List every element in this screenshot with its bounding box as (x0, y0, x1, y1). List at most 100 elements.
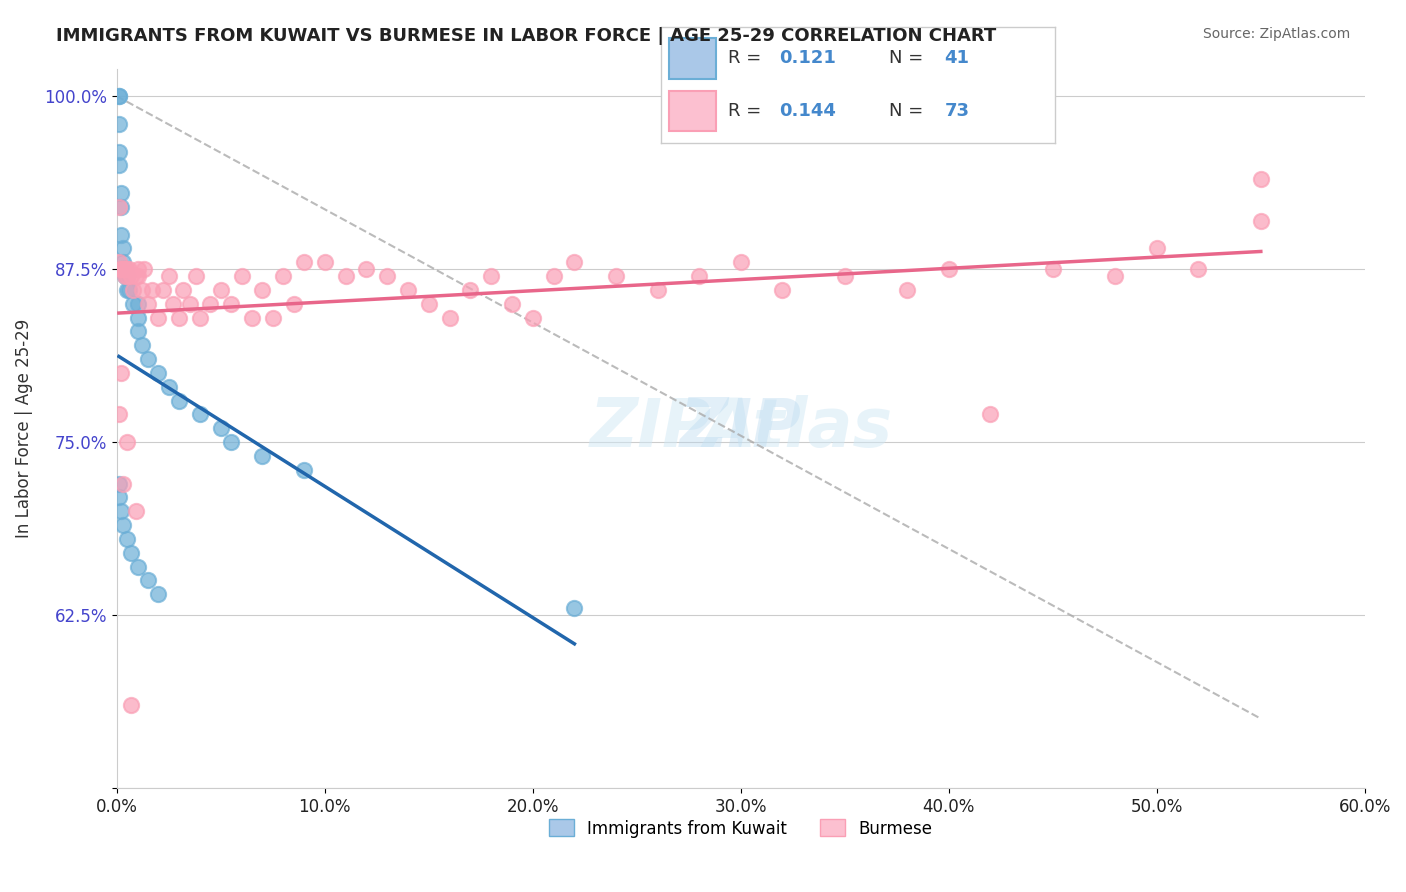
Point (184, 268, 207, 283)
Point (834, 268, 856, 283)
Point (1250, 172, 1272, 186)
Point (167, 310, 190, 325)
Point (647, 283, 669, 297)
Point (108, 476, 131, 491)
Point (120, 698, 142, 712)
Point (136, 351, 159, 366)
Point (110, 262, 132, 277)
Point (375, 268, 398, 283)
Point (418, 296, 440, 310)
Point (172, 283, 194, 297)
Point (219, 435, 242, 450)
Point (112, 241, 135, 255)
Point (122, 283, 145, 297)
Point (522, 310, 544, 325)
Point (108, 145, 131, 159)
Point (127, 559, 149, 574)
Bar (669, 38, 716, 79)
Point (152, 283, 174, 297)
Point (115, 283, 138, 297)
Point (188, 310, 211, 325)
Point (124, 504, 146, 518)
Point (115, 262, 138, 277)
Point (730, 255, 752, 269)
Point (118, 283, 141, 297)
Point (396, 283, 419, 297)
Point (271, 268, 294, 283)
Point (356, 262, 378, 277)
Point (231, 268, 253, 283)
Point (148, 366, 170, 380)
Point (112, 518, 135, 533)
Point (120, 268, 142, 283)
Point (108, 408, 131, 422)
Point (157, 379, 180, 393)
Point (115, 268, 138, 283)
Point (157, 268, 180, 283)
Point (110, 186, 132, 200)
Point (127, 262, 149, 277)
Point (292, 255, 315, 269)
Point (131, 283, 153, 297)
Text: 0.144: 0.144 (779, 103, 835, 120)
Point (979, 408, 1001, 422)
Point (108, 491, 131, 505)
Point (1187, 262, 1209, 277)
Text: 73: 73 (945, 103, 969, 120)
Point (110, 366, 132, 380)
Text: ZIPAtlas: ZIPAtlas (589, 395, 893, 461)
Point (110, 504, 132, 518)
Point (124, 268, 146, 283)
Point (262, 310, 284, 325)
Text: Source: ZipAtlas.com: Source: ZipAtlas.com (1202, 27, 1350, 41)
Point (1042, 262, 1064, 277)
Text: R =: R = (728, 49, 766, 67)
Point (108, 158, 131, 172)
Point (252, 283, 274, 297)
Point (120, 546, 142, 560)
Text: 41: 41 (945, 49, 969, 67)
Point (1250, 213, 1272, 227)
Point (162, 296, 184, 310)
Point (108, 89, 131, 103)
Point (110, 227, 132, 242)
Point (564, 601, 586, 615)
Point (132, 262, 155, 277)
Point (127, 268, 149, 283)
Point (148, 310, 170, 325)
Point (110, 262, 132, 277)
Legend: Immigrants from Kuwait, Burmese: Immigrants from Kuwait, Burmese (543, 813, 939, 844)
Point (200, 296, 222, 310)
Point (1104, 268, 1126, 283)
Point (209, 283, 232, 297)
Point (501, 296, 523, 310)
Point (938, 262, 960, 277)
Point (439, 310, 461, 325)
Point (460, 283, 482, 297)
Point (112, 476, 135, 491)
Point (108, 200, 131, 214)
Text: ZIP: ZIP (681, 395, 801, 461)
Point (112, 255, 135, 269)
Point (167, 393, 190, 408)
Point (252, 449, 274, 463)
Point (112, 262, 135, 277)
Point (770, 283, 793, 297)
Point (112, 262, 135, 277)
Point (141, 283, 163, 297)
Point (108, 89, 131, 103)
Point (335, 268, 357, 283)
Point (209, 421, 232, 435)
Point (131, 338, 153, 352)
Point (118, 262, 141, 277)
Point (479, 268, 502, 283)
Text: R =: R = (728, 103, 766, 120)
Y-axis label: In Labor Force | Age 25-29: In Labor Force | Age 25-29 (15, 318, 32, 538)
Point (114, 268, 136, 283)
Text: N =: N = (889, 49, 929, 67)
Point (896, 283, 918, 297)
Point (127, 296, 149, 310)
Point (114, 268, 136, 283)
Point (115, 435, 138, 450)
Point (543, 268, 565, 283)
